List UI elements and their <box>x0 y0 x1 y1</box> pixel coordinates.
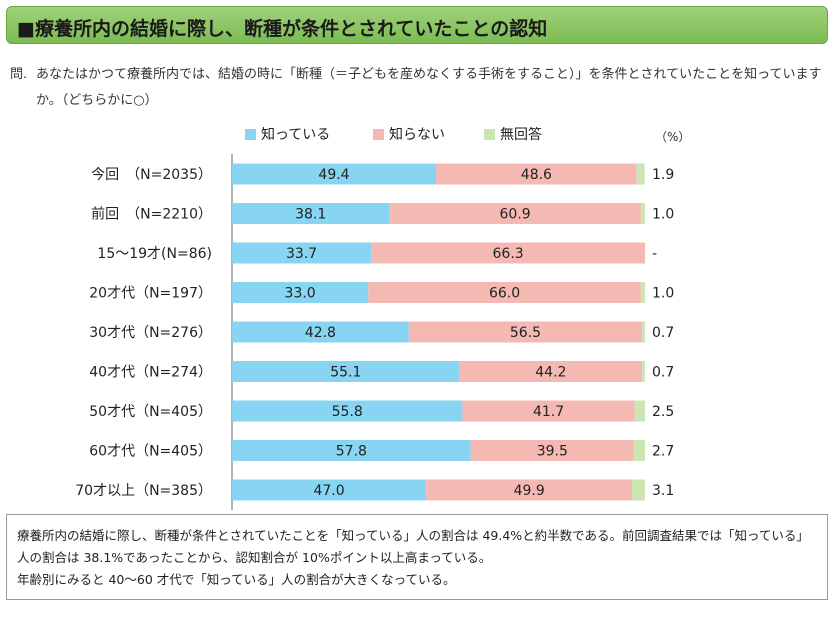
bar-segment-not-know <box>470 440 634 461</box>
bar-segment-not-know <box>426 479 633 501</box>
legend-item-not-know: 知らない <box>373 124 445 144</box>
bar-segment-not-know <box>436 163 637 185</box>
title-bar: ■療養所内の結婚に際し、断種が条件とされていたことの認知 <box>6 6 828 44</box>
bar-segment-not-know <box>368 282 641 303</box>
data-label-no-answer: 1.0 <box>652 286 674 302</box>
legend-label-knows: 知っている <box>261 127 331 143</box>
data-label-not-know: 49.9 <box>514 483 545 499</box>
legend-swatch-no-answer <box>484 129 495 140</box>
bar-segment-no-answer <box>632 479 645 501</box>
category-label: 70才以上（N=385） <box>75 483 212 499</box>
category-label: 15～19才(N=86) <box>97 246 212 262</box>
data-label-not-know: 48.6 <box>521 167 552 183</box>
category-label: 20才代（N=197） <box>89 286 212 302</box>
stacked-bar-chart: 今回 （N=2035） 49.4 48.6 1.9 前回 （N=2210） 38.1 60.… <box>75 154 674 510</box>
data-label-no-answer: 2.5 <box>652 404 674 420</box>
bar-segment-knows <box>232 203 390 224</box>
category-label: 30才代（N=276） <box>89 325 212 341</box>
data-label-knows: 49.4 <box>318 167 349 183</box>
bar-segment-not-know <box>462 400 635 422</box>
bar-segment-no-answer <box>640 282 645 303</box>
data-label-not-know: 56.5 <box>510 325 541 341</box>
legend-label-no-answer: 無回答 <box>500 127 542 143</box>
bar-segment-no-answer <box>640 203 645 224</box>
data-label-not-know: 60.9 <box>500 207 531 223</box>
legend-item-knows: 知っている <box>245 124 330 144</box>
legend-swatch-knows <box>245 129 256 140</box>
data-label-not-know: 41.7 <box>533 404 564 420</box>
question-mark: 問. <box>10 67 28 82</box>
bar-segment-knows <box>232 242 372 264</box>
data-label-knows: 38.1 <box>295 207 326 223</box>
data-label-knows: 55.1 <box>330 365 361 381</box>
data-label-knows: 33.0 <box>285 286 316 302</box>
category-label: 60才代（N=405） <box>89 444 212 460</box>
data-label-no-answer: 0.7 <box>652 365 674 381</box>
data-label-knows: 55.8 <box>332 404 363 420</box>
data-label-not-know: 66.3 <box>493 246 524 262</box>
data-label-not-know: 44.2 <box>535 365 566 381</box>
chart-title: ■療養所内の結婚に際し、断種が条件とされていたことの認知 <box>17 18 548 40</box>
data-label-not-know: 39.5 <box>537 444 568 460</box>
bar-segment-no-answer <box>636 163 645 185</box>
summary-box: 療養所内の結婚に際し、断種が条件とされていたことを「知っている」人の割合は 49… <box>6 514 828 600</box>
bar-segment-knows <box>232 163 437 185</box>
category-label: 50才代（N=405） <box>89 404 212 420</box>
data-label-knows: 33.7 <box>286 246 317 262</box>
unit-label: （%） <box>655 130 691 144</box>
data-label-not-know: 66.0 <box>489 286 520 302</box>
bar-segment-no-answer <box>642 321 645 343</box>
data-label-knows: 42.8 <box>305 325 336 341</box>
bar-segment-not-know <box>371 242 645 264</box>
summary-paragraph-2: 年齢別にみると 40～60 才代で「知っている」人の割合が大きくなっている。 <box>17 572 456 587</box>
data-label-knows: 47.0 <box>313 483 344 499</box>
bar-segment-no-answer <box>642 361 645 382</box>
summary-paragraph-1: 療養所内の結婚に際し、断種が条件とされていたことを「知っている」人の割合は 49… <box>17 528 809 565</box>
category-label: 前回 （N=2210） <box>91 206 212 223</box>
legend-item-no-answer: 無回答 <box>484 124 542 144</box>
bar-segment-knows <box>232 361 460 382</box>
bar-segment-knows <box>232 282 369 303</box>
data-label-knows: 57.8 <box>336 444 367 460</box>
category-label: 今回 （N=2035） <box>91 167 212 183</box>
bar-segment-knows <box>232 479 427 501</box>
bar-segment-not-know <box>459 361 643 382</box>
legend-swatch-not-know <box>373 129 384 140</box>
bar-segment-knows <box>232 440 471 461</box>
data-label-no-answer: 1.9 <box>652 167 674 183</box>
bar-segment-not-know <box>389 203 641 224</box>
data-label-no-answer: 1.0 <box>652 207 674 223</box>
data-label-no-answer: 3.1 <box>652 483 674 499</box>
category-label: 40才代（N=274） <box>89 365 212 381</box>
bar-segment-no-answer <box>634 400 645 422</box>
data-label-no-answer: - <box>652 246 657 262</box>
data-label-no-answer: 2.7 <box>652 444 674 460</box>
bar-segment-not-know <box>408 321 643 343</box>
data-label-no-answer: 0.7 <box>652 325 674 341</box>
bar-segment-no-answer <box>633 440 645 461</box>
question-text: あなたはかつて療養所内では、結婚の時に「断種（＝子どもを産めなくする手術をするこ… <box>36 67 822 108</box>
bar-segment-knows <box>232 321 409 343</box>
legend-label-not-know: 知らない <box>389 127 445 143</box>
bar-segment-knows <box>232 400 463 422</box>
